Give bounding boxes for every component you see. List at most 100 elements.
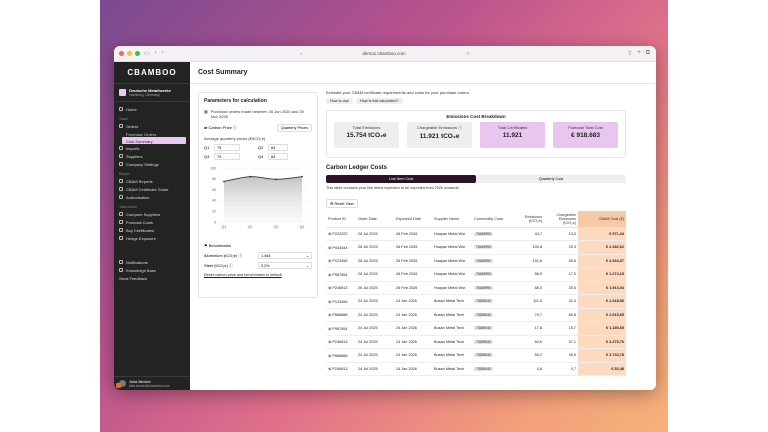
sidebar-item-cbam-certificate-guide[interactable]: CBAM Certificate Guide	[114, 185, 190, 193]
sidebar-item-cost-summary[interactable]: Cost Summary	[122, 137, 186, 144]
org-switcher[interactable]: Deutsche Metallwerke Hamburg, Germany	[114, 84, 190, 102]
eye-icon[interactable]: ◉	[328, 326, 332, 331]
data-point[interactable]	[249, 175, 251, 178]
sidebar-item-label: Notifications	[126, 259, 148, 265]
table-row[interactable]: ◉P123456 26 Jul 2025 26 Feb 2026 Huayan Met…	[326, 254, 626, 268]
table-row[interactable]: ◉P987654 26 Jul 2025 26 Feb 2026 Huayan Met…	[326, 267, 626, 282]
eye-icon[interactable]: ◉	[328, 353, 332, 358]
user-profile[interactable]: Julia Becker julia.becker@cbamboo.com	[114, 376, 190, 390]
product-id: P222222	[332, 232, 348, 237]
card-label-text: Chargeable Emissions	[416, 125, 457, 130]
table-row[interactable]: ◉P987654 24 Jul 2025 24 Jan 2026 Busan Meta…	[326, 321, 626, 336]
sidebar-item-cbam-reports[interactable]: CBAM Reports	[114, 177, 190, 185]
aluminium-input[interactable]: 1.464 ⌄	[258, 252, 312, 259]
brand-logo[interactable]: CBAMBOO	[114, 62, 190, 84]
sidebar-toggle-icon[interactable]: ▭	[144, 51, 150, 57]
x-tick-label: Q1	[222, 225, 227, 229]
table-cell: Busan Metal Tech	[432, 362, 472, 376]
forward-icon[interactable]: ›	[161, 50, 164, 56]
eye-icon[interactable]: ◉	[328, 299, 332, 304]
column-header[interactable]: Chargeable Emissions (tCO₂e)	[544, 211, 578, 228]
tab-line-item-cost[interactable]: Line Item Cost	[326, 175, 476, 183]
q2-input[interactable]: 84	[268, 144, 288, 151]
tab-overview-icon[interactable]: ⧉	[645, 50, 650, 56]
reload-icon[interactable]: ↻	[466, 51, 470, 56]
sidebar-item-suppliers[interactable]: Suppliers	[114, 152, 190, 160]
address-bar[interactable]: ◐ demo1.cbamboo.com ↻	[300, 49, 470, 59]
q4-input[interactable]: 84	[268, 153, 288, 160]
q1-input[interactable]: 75	[214, 144, 240, 151]
chargeable-emissions-card: Chargeable Emissions ⓘ 11.921 tCO₂e	[407, 122, 472, 148]
column-header[interactable]: Order Date	[356, 211, 394, 228]
back-icon[interactable]: ‹	[154, 50, 157, 56]
sidebar-item-purchase-orders[interactable]: Purchase Orders	[126, 132, 157, 137]
commodity-code-badge: 76169990	[474, 272, 493, 277]
eye-icon[interactable]: ◉	[328, 340, 332, 345]
column-header[interactable]: Commodity Code	[472, 211, 510, 228]
data-point[interactable]	[223, 180, 225, 183]
table-row[interactable]: ◉P123456 24 Jul 2025 24 Jan 2026 Busan Meta…	[326, 294, 626, 309]
sidebar-item-authorisation[interactable]: Authorisation	[114, 193, 190, 201]
table-row[interactable]: ◉P246813 24 Jul 2025 24 Jan 2026 Busan Meta…	[326, 335, 626, 349]
eye-icon[interactable]: ◉	[328, 259, 332, 264]
sidebar-item-company-settings[interactable]: Company Settings	[114, 160, 190, 168]
sidebar-item-buy-certificates[interactable]: Buy Certificates	[114, 226, 190, 234]
sidebar-item-label: Suppliers	[126, 153, 143, 159]
sidebar-item-label: Buy Certificates	[126, 227, 155, 233]
table-row[interactable]: ◉P222222 26 Jul 2025 26 Feb 2026 Huayan Met…	[326, 227, 626, 241]
close-window-button[interactable]	[119, 51, 124, 56]
eye-icon[interactable]: ◉	[328, 286, 332, 291]
sidebar-item-imports[interactable]: Imports	[114, 144, 190, 152]
x-tick-label: Q2	[248, 225, 253, 229]
sidebar-item-home[interactable]: Home	[114, 105, 190, 113]
table-cell: ◉P246813	[326, 362, 356, 376]
carbon-price-mode-select[interactable]: Quarterly Prices	[276, 124, 312, 132]
imports-icon	[119, 146, 123, 150]
org-location: Hamburg, Germany	[129, 93, 160, 97]
sidebar-item-hedge-exposure[interactable]: Hedge Exposure	[114, 234, 190, 242]
eye-icon[interactable]: ◉	[328, 232, 332, 237]
sidebar-item-compare-suppliers[interactable]: Compare Suppliers	[114, 210, 190, 218]
column-header[interactable]: Expected Date	[394, 211, 432, 228]
q3-input[interactable]: 79	[214, 153, 240, 160]
settings-icon	[119, 162, 123, 166]
tab-quarterly-cost[interactable]: Quarterly Cost	[538, 177, 564, 181]
sidebar-item-knowledge-base[interactable]: Knowledge Base	[114, 266, 190, 274]
new-tab-icon[interactable]: +	[637, 50, 641, 56]
column-header[interactable]: Supplier Name	[432, 211, 472, 228]
data-point[interactable]	[301, 175, 303, 178]
eye-icon[interactable]: ◉	[328, 272, 332, 277]
table-row[interactable]: ◉P888888 24 Jul 2025 24 Jan 2026 Busan Meta…	[326, 348, 626, 363]
eye-icon[interactable]: ◉	[328, 245, 332, 250]
column-header[interactable]: Emissions (tCO₂e)	[510, 211, 544, 228]
minimize-window-button[interactable]	[127, 51, 132, 56]
how-calculated-button[interactable]: How is this calculated?	[356, 98, 403, 104]
product-id: P987654	[332, 272, 348, 277]
sidebar-item-orders[interactable]: Orders	[114, 122, 190, 130]
table-row[interactable]: ◉P444444 26 Jul 2025 26 Feb 2026 Huayan Met…	[326, 240, 626, 255]
table-row[interactable]: ◉P888888 24 Jul 2025 24 Jan 2026 Busan Meta…	[326, 308, 626, 322]
column-header[interactable]: Product ID	[326, 211, 356, 228]
shield-icon: ◐	[300, 51, 303, 56]
reset-defaults-link[interactable]: Reset carbon price and benchmarks to def…	[204, 273, 282, 277]
maximize-window-button[interactable]	[135, 51, 140, 56]
share-icon[interactable]: ⇪	[627, 51, 633, 57]
how-to-use-button[interactable]: How to use	[326, 98, 353, 104]
eye-icon[interactable]: ◉	[328, 313, 332, 318]
data-point[interactable]	[275, 178, 277, 181]
sidebar-section-track: Track	[119, 117, 128, 121]
table-row[interactable]: ◉P246813 26 Jul 2025 26 Feb 2026 Huayan Met…	[326, 281, 626, 295]
reset-view-button[interactable]: ⚙ Reset View	[326, 199, 358, 208]
table-row[interactable]: ◉P246813 24 Jul 2025 24 Jan 2026 Busan Meta…	[326, 362, 626, 376]
key-icon	[119, 195, 123, 199]
card-label: Chargeable Emissions ⓘ	[416, 125, 463, 130]
sidebar-item-send-feedback[interactable]: Send Feedback	[114, 274, 190, 282]
column-header[interactable]: CBAM Cost (€)	[578, 211, 626, 228]
card-value: 11.921	[502, 132, 523, 139]
sidebar-item-notifications[interactable]: Notifications	[114, 258, 190, 266]
table-cell: Huayan Metal Wor	[432, 254, 472, 268]
sidebar-item-forecast-costs[interactable]: Forecast Costs	[114, 218, 190, 226]
steel-input[interactable]: 0.2% ⌄	[258, 262, 312, 269]
eye-icon[interactable]: ◉	[328, 367, 332, 372]
table-cell: Busan Metal Tech	[432, 308, 472, 322]
